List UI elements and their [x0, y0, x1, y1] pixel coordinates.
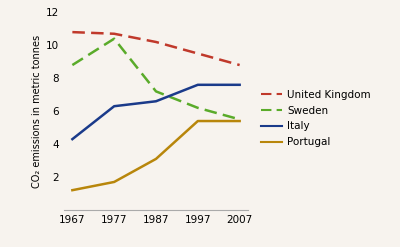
Legend: United Kingdom, Sweden, Italy, Portugal: United Kingdom, Sweden, Italy, Portugal	[257, 86, 375, 151]
Y-axis label: CO₂ emissions in metric tonnes: CO₂ emissions in metric tonnes	[32, 35, 42, 188]
